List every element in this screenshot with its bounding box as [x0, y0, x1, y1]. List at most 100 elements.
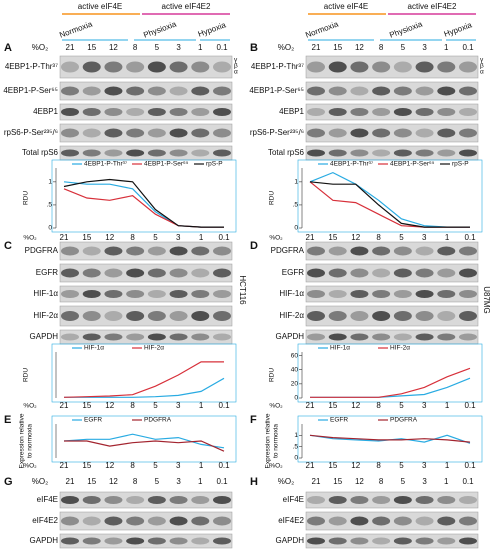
series-line	[64, 377, 225, 398]
blot-band	[350, 268, 369, 278]
blot-label: HIF-1α	[279, 289, 304, 298]
legend-label: 4EBP1-P-Ser⁶⁵	[390, 161, 435, 168]
panel-letter: D	[250, 240, 258, 252]
x-tick-label: 1	[199, 461, 204, 470]
blot	[305, 305, 479, 327]
blot-band	[82, 86, 101, 96]
series-line	[64, 440, 225, 452]
blot-band	[61, 108, 79, 116]
blot-band	[191, 333, 210, 341]
x-tick-label: 1	[445, 233, 450, 242]
blot-band	[213, 61, 231, 73]
blot	[59, 533, 233, 549]
x-axis-label: %O₂	[269, 235, 283, 242]
blot-band	[61, 516, 79, 526]
x-tick-label: 3	[176, 233, 181, 242]
plot-frame	[297, 159, 483, 233]
isoform-label: β	[234, 63, 238, 70]
blot-band	[169, 333, 188, 341]
blot-label: EGFR	[282, 268, 304, 277]
x-tick-label: 21	[60, 233, 69, 242]
blot-band	[328, 268, 347, 278]
blot-band	[350, 537, 369, 545]
plot-frame	[51, 159, 237, 233]
blot-label: eIF4E2	[278, 516, 304, 525]
blot-band	[459, 61, 477, 73]
o2-level: 8	[379, 477, 384, 486]
blot-band	[213, 496, 231, 504]
o2-level: 1	[198, 43, 203, 52]
blot-band	[213, 128, 231, 138]
blot-label: 4EBP1	[33, 107, 58, 116]
blot-label: GAPDH	[30, 536, 59, 545]
o2-level: 0.1	[462, 477, 474, 486]
y-axis-label: to normoxia	[273, 424, 280, 458]
blot-band	[372, 246, 391, 256]
blot-band	[437, 516, 456, 526]
blot-label: 4EBP1-P-Ser⁶⁵	[3, 86, 58, 95]
y-tick-label: 1	[48, 179, 52, 186]
blot-label: rpS6-P-Ser²³⁵/⁶	[250, 128, 304, 137]
blot-band	[191, 516, 210, 526]
blot	[305, 263, 479, 283]
blot-band	[61, 246, 79, 256]
x-tick-label: 1	[199, 233, 204, 242]
blot-band	[82, 496, 101, 504]
blot-band	[126, 128, 145, 138]
x-tick-label: 12	[105, 401, 114, 410]
blot	[59, 263, 233, 283]
blot-band	[147, 537, 166, 545]
blot-band	[393, 149, 412, 157]
blot-band	[126, 290, 145, 298]
blot-band	[147, 246, 166, 256]
blot-band	[459, 86, 477, 96]
blot-band	[415, 61, 434, 73]
blot-band	[82, 537, 101, 545]
blot-band	[350, 496, 369, 504]
blot-band	[393, 516, 412, 526]
blot-band	[191, 61, 210, 73]
blot-band	[372, 149, 391, 157]
panel-letter: F	[250, 414, 257, 426]
blot-band	[104, 268, 123, 278]
y-axis-label: to normoxia	[27, 424, 34, 458]
blot-band	[213, 290, 231, 298]
o2-level: 8	[133, 43, 138, 52]
y-tick-label: 40	[291, 366, 299, 373]
x-tick-label: 15	[82, 401, 91, 410]
x-tick-label: 5	[153, 401, 158, 410]
x-axis-label: %O₂	[269, 403, 283, 410]
blot-band	[82, 268, 101, 278]
x-tick-label: 5	[399, 461, 404, 470]
blot	[59, 241, 233, 261]
blot-band	[126, 268, 145, 278]
blot-band	[437, 268, 456, 278]
blot-band	[350, 108, 369, 116]
blot-band	[104, 516, 123, 526]
o2-level: 0.1	[216, 43, 228, 52]
x-tick-label: 1	[445, 401, 450, 410]
blot-band	[191, 128, 210, 138]
blot-band	[437, 311, 456, 321]
o2-level: 21	[312, 477, 321, 486]
blot-band	[372, 516, 391, 526]
blot-band	[415, 333, 434, 341]
x-tick-label: 5	[153, 233, 158, 242]
blot-band	[147, 128, 166, 138]
blot-band	[372, 108, 391, 116]
condition-label: Normoxia	[58, 19, 94, 39]
blot-band	[393, 128, 412, 138]
blot-band	[328, 86, 347, 96]
blot-band	[328, 496, 347, 504]
blot	[59, 491, 233, 509]
blot-label: 4EBP1	[279, 107, 304, 116]
x-tick-label: 3	[176, 401, 181, 410]
blot-band	[147, 61, 166, 73]
blot-band	[415, 86, 434, 96]
blot-band	[191, 268, 210, 278]
x-tick-label: 3	[422, 233, 427, 242]
blot-band	[437, 496, 456, 504]
blot-label: HIF-2α	[33, 311, 58, 320]
legend-label: HIF-2α	[144, 345, 164, 352]
series-line	[63, 178, 224, 228]
